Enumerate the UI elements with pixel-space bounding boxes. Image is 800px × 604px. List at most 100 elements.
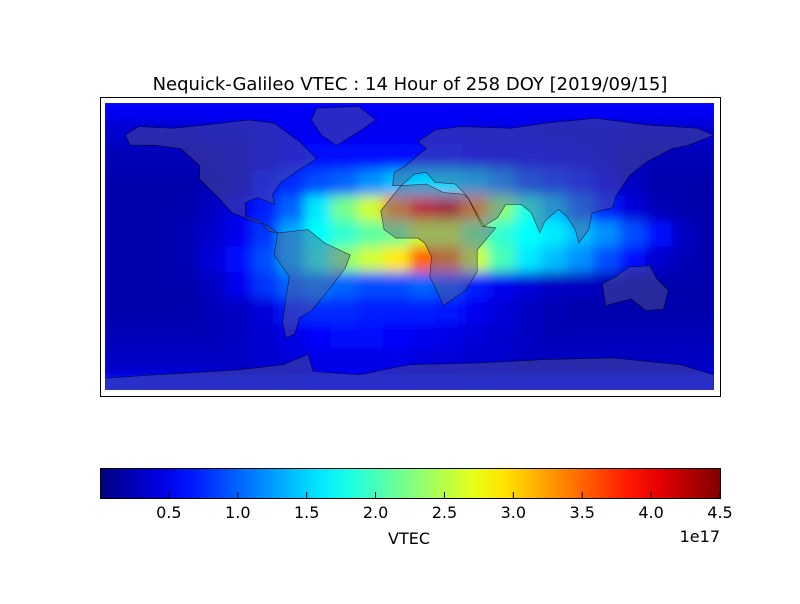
- colorbar-tick-label: 1.5: [294, 503, 319, 522]
- heatmap-cell: [105, 323, 123, 350]
- heatmap-cell: [488, 144, 516, 171]
- heatmap-cell: [514, 144, 542, 171]
- heatmap-cell: [435, 220, 463, 248]
- heatmap-cell: [592, 220, 621, 248]
- heatmap-cell: [357, 246, 385, 274]
- heatmap-cell: [199, 169, 228, 197]
- heatmap-cell: [105, 246, 123, 274]
- heatmap-cell: [173, 195, 201, 222]
- heatmap-cell: [357, 220, 385, 248]
- heatmap-cell: [173, 246, 201, 274]
- heatmap-cell: [409, 272, 437, 299]
- heatmap-cell: [383, 272, 411, 299]
- heatmap-cell: [147, 246, 175, 274]
- heatmap-cell: [671, 144, 699, 171]
- heatmap-cell: [435, 195, 463, 222]
- heatmap-cell: [105, 144, 123, 171]
- heatmap-cell: [121, 195, 149, 222]
- heatmap-cell: [304, 118, 332, 146]
- heatmap-cell: [540, 297, 568, 325]
- continent-south-america: [273, 229, 351, 339]
- heatmap-cell: [461, 103, 490, 120]
- heatmap-cell: [461, 118, 490, 146]
- heatmap-cell: [105, 220, 123, 248]
- heatmap-cell: [105, 169, 123, 197]
- heatmap-cell: [278, 118, 306, 146]
- heatmap-cell: [671, 323, 699, 350]
- heatmap-cell: [252, 272, 280, 299]
- heatmap-cell: [278, 323, 306, 350]
- heatmap-cell: [435, 323, 463, 350]
- heatmap-cell: [199, 323, 228, 350]
- heatmap-cell: [121, 144, 149, 171]
- heatmap-cell: [514, 220, 542, 248]
- heatmap-cell: [566, 272, 594, 299]
- heatmap-cell: [199, 374, 228, 390]
- heatmap-cells: [105, 103, 714, 390]
- continent-greenland: [311, 106, 377, 146]
- heatmap-cell: [514, 169, 542, 197]
- heatmap-cell: [383, 246, 411, 274]
- heatmap-cell: [304, 220, 332, 248]
- colorbar-tick-label: 1.0: [225, 503, 250, 522]
- continents: [105, 106, 714, 390]
- heatmap-cell: [619, 348, 647, 376]
- heatmap-cell: [645, 348, 673, 376]
- heatmap-cell: [488, 103, 516, 120]
- heatmap-cell: [173, 348, 201, 376]
- heatmap-cell: [173, 220, 201, 248]
- heatmap-cell: [514, 103, 542, 120]
- heatmap-cell: [199, 144, 228, 171]
- heatmap-cell: [105, 195, 123, 222]
- heatmap-cell: [105, 103, 123, 120]
- heatmap-cell: [619, 272, 647, 299]
- heatmap-cell: [592, 297, 621, 325]
- heatmap-cell: [671, 348, 699, 376]
- heatmap-cell: [409, 246, 437, 274]
- heatmap-cell: [645, 118, 673, 146]
- heatmap-cell: [226, 246, 254, 274]
- heatmap-cell: [226, 297, 254, 325]
- heatmap-cell: [566, 144, 594, 171]
- heatmap-cell: [435, 374, 463, 390]
- heatmap-cell: [330, 374, 359, 390]
- heatmap-cell: [619, 144, 647, 171]
- heatmap-cell: [461, 297, 490, 325]
- heatmap-cell: [226, 272, 254, 299]
- heatmap-cell: [252, 348, 280, 376]
- heatmap-cell: [278, 374, 306, 390]
- heatmap-cell: [147, 323, 175, 350]
- heatmap-cell: [435, 103, 463, 120]
- heatmap-cell: [671, 374, 699, 390]
- heatmap-cell: [435, 297, 463, 325]
- heatmap-cell: [461, 169, 490, 197]
- heatmap-cell: [357, 348, 385, 376]
- heatmap-cell: [330, 272, 359, 299]
- heatmap-cell: [226, 103, 254, 120]
- heatmap-cell: [409, 103, 437, 120]
- heatmap-cell: [514, 374, 542, 390]
- heatmap-cell: [226, 348, 254, 376]
- heatmap-cell: [671, 169, 699, 197]
- heatmap-cell: [409, 323, 437, 350]
- heatmap-cell: [488, 297, 516, 325]
- colorbar-tick-label: 3.0: [501, 503, 526, 522]
- heatmap-cell: [619, 169, 647, 197]
- heatmap-cell: [488, 195, 516, 222]
- heatmap-cell: [278, 246, 306, 274]
- heatmap-cell: [105, 118, 123, 146]
- heatmap-cell: [435, 118, 463, 146]
- heatmap-cell: [278, 348, 306, 376]
- heatmap-cell: [409, 374, 437, 390]
- heatmap-cell: [671, 246, 699, 274]
- heatmap-cell: [147, 103, 175, 120]
- heatmap-cell: [461, 348, 490, 376]
- heatmap-cell: [488, 374, 516, 390]
- heatmap-cell: [566, 169, 594, 197]
- heatmap-cell: [304, 323, 332, 350]
- continent-australia: [602, 264, 669, 312]
- heatmap-cell: [488, 272, 516, 299]
- heatmap-cell: [357, 374, 385, 390]
- heatmap-cell: [645, 297, 673, 325]
